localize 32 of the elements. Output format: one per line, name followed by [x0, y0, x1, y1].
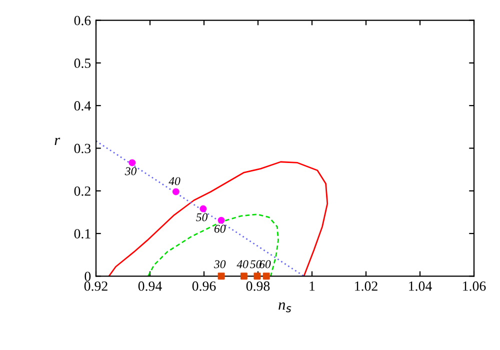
y-tick-label: 0.1 [74, 229, 90, 239]
point [254, 272, 261, 280]
point [200, 205, 207, 212]
annotation: 50 [196, 213, 208, 222]
x-tick-label: 0.92 [84, 281, 108, 291]
x-tick-label: 0.94 [138, 281, 162, 291]
y-tick-label: 0.3 [74, 144, 91, 154]
x-tick-label: 1.06 [463, 281, 486, 291]
y-tick-label: 0.5 [74, 58, 91, 68]
point [218, 216, 225, 224]
line-series [108, 161, 328, 276]
point [240, 272, 248, 280]
x-tick-label: 0.98 [246, 281, 270, 291]
x-tick-label: 1 [310, 281, 315, 291]
annotation: 30 [214, 260, 226, 268]
annotation: 40 [236, 260, 248, 268]
point [128, 159, 136, 166]
y-axis-title: r [54, 138, 60, 145]
point [172, 188, 180, 196]
x-tick-label: 0.96 [192, 281, 216, 291]
x-tick-label: 1.02 [355, 281, 378, 291]
y-tick-label: 0.4 [74, 101, 91, 111]
annotation: 60 [214, 224, 226, 233]
x-tick-label: 1.04 [409, 281, 432, 291]
point [262, 272, 270, 280]
x-axis-title: n$_{s}$ [278, 302, 292, 312]
y-tick-label: 0 [84, 272, 91, 282]
y-tick-label: 0.2 [74, 186, 90, 196]
point [218, 272, 225, 280]
annotation: 40 [168, 177, 180, 186]
annotation: 30 [124, 167, 137, 176]
y-tick-label: 0.6 [74, 16, 91, 26]
